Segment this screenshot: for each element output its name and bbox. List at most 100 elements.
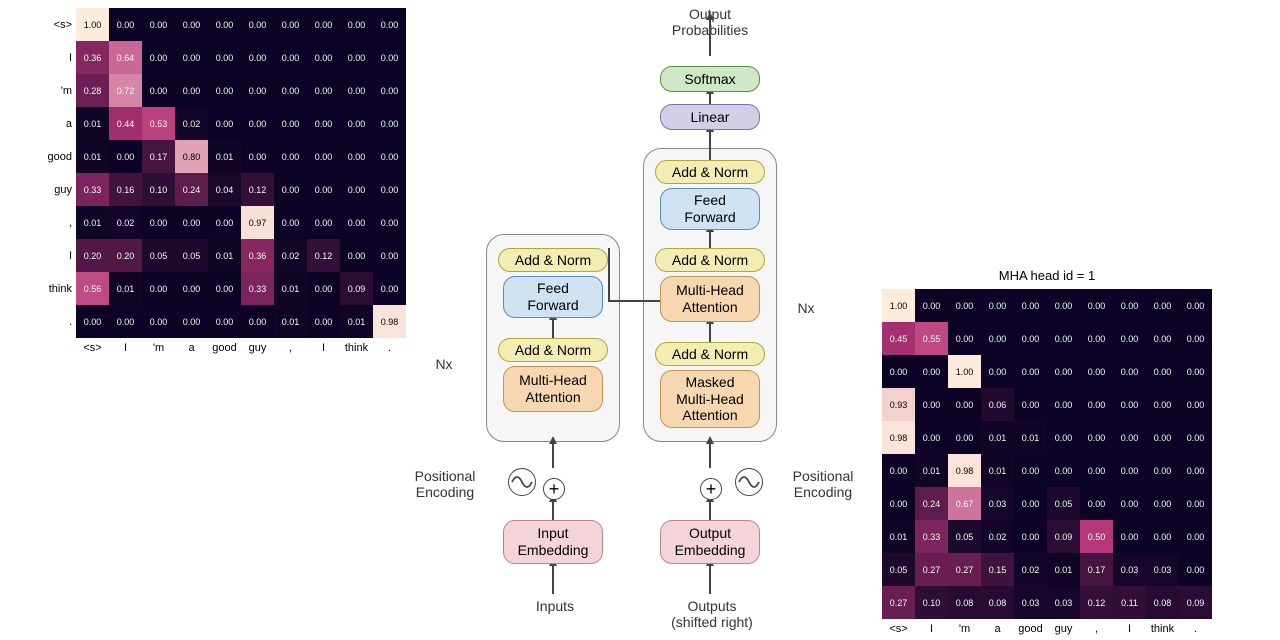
heatmap-cell: 0.00 bbox=[208, 74, 241, 107]
heatmap-cell: 0.02 bbox=[175, 107, 208, 140]
heatmap-cell: 0.02 bbox=[274, 239, 307, 272]
flow-arrow bbox=[709, 564, 711, 594]
heatmap-cell: 0.33 bbox=[76, 173, 109, 206]
heatmap-cell: 0.00 bbox=[175, 41, 208, 74]
heatmap-xlabel: <s> bbox=[882, 619, 915, 637]
heatmap-cell: 0.00 bbox=[307, 140, 340, 173]
heatmap-cell: 0.00 bbox=[1146, 322, 1179, 355]
heatmap-cell: 0.00 bbox=[241, 107, 274, 140]
heatmap-cell: 0.00 bbox=[373, 140, 406, 173]
diagram-side-label: PositionalEncoding bbox=[768, 468, 878, 500]
heatmap-cell: 0.12 bbox=[1080, 586, 1113, 619]
flow-arrow bbox=[709, 230, 711, 248]
heatmap-cell: 0.33 bbox=[241, 272, 274, 305]
heatmap-cell: 0.00 bbox=[1146, 289, 1179, 322]
flow-arrow bbox=[709, 500, 711, 520]
heatmap-cell: 0.05 bbox=[948, 520, 981, 553]
heatmap-cell: 0.00 bbox=[1179, 421, 1212, 454]
heatmap-cell: 0.00 bbox=[307, 173, 340, 206]
heatmap-cell: 0.00 bbox=[175, 74, 208, 107]
heatmap-xlabel: . bbox=[1179, 619, 1212, 637]
diagram-side-label: Nx bbox=[786, 300, 826, 316]
heatmap-cell: 0.00 bbox=[882, 355, 915, 388]
diagram-side-label: Inputs bbox=[500, 598, 610, 614]
heatmap-cell: 0.20 bbox=[76, 239, 109, 272]
heatmap-cell: 0.00 bbox=[175, 206, 208, 239]
heatmap-cell: 0.00 bbox=[1146, 355, 1179, 388]
add-node-icon: + bbox=[543, 478, 565, 500]
heatmap-cell: 0.00 bbox=[1146, 520, 1179, 553]
heatmap-cell: 0.00 bbox=[1080, 388, 1113, 421]
heatmap-cell: 0.00 bbox=[1113, 388, 1146, 421]
heatmap-cell: 0.00 bbox=[1047, 421, 1080, 454]
positional-encoding-icon bbox=[735, 468, 763, 496]
heatmap-cell: 0.00 bbox=[208, 8, 241, 41]
heatmap-cell: 0.00 bbox=[307, 206, 340, 239]
heatmap-cell: 0.00 bbox=[981, 355, 1014, 388]
heatmap-cell: 0.00 bbox=[915, 289, 948, 322]
heatmap-cell: 0.01 bbox=[1014, 421, 1047, 454]
flow-arrow bbox=[552, 500, 554, 520]
heatmap-cell: 0.00 bbox=[175, 305, 208, 338]
diagram-side-label: Outputs(shifted right) bbox=[652, 598, 772, 630]
heatmap-cell: 0.00 bbox=[241, 8, 274, 41]
heatmap-cell: 0.00 bbox=[981, 289, 1014, 322]
heatmap-cell: 0.00 bbox=[1047, 289, 1080, 322]
tf-block-dec-ff: FeedForward bbox=[660, 188, 760, 230]
heatmap-xlabel: a bbox=[981, 619, 1014, 637]
heatmap-cell: 0.00 bbox=[882, 487, 915, 520]
heatmap-cell: 0.93 bbox=[882, 388, 915, 421]
heatmap-cell: 0.00 bbox=[307, 41, 340, 74]
heatmap-cell: 0.01 bbox=[208, 239, 241, 272]
heatmap-cell: 0.00 bbox=[307, 74, 340, 107]
heatmap-cell: 0.00 bbox=[208, 107, 241, 140]
heatmap-cell: 0.00 bbox=[175, 272, 208, 305]
heatmap-cell: 0.00 bbox=[1014, 520, 1047, 553]
heatmap-cell: 0.00 bbox=[915, 421, 948, 454]
attention-heatmap-right: MHA head id = 11.000.000.000.000.000.000… bbox=[882, 268, 1212, 637]
heatmap-cell: 0.00 bbox=[1146, 454, 1179, 487]
heatmap-cell: 0.03 bbox=[981, 487, 1014, 520]
heatmap-cell: 0.00 bbox=[1080, 289, 1113, 322]
tf-block-enc-an1: Add & Norm bbox=[498, 248, 608, 272]
heatmap-cell: 0.03 bbox=[1014, 586, 1047, 619]
heatmap-cell: 0.11 bbox=[1113, 586, 1146, 619]
heatmap-cell: 0.00 bbox=[1047, 388, 1080, 421]
heatmap-cell: 0.33 bbox=[915, 520, 948, 553]
heatmap-cell: 0.00 bbox=[307, 272, 340, 305]
heatmap-cell: 1.00 bbox=[948, 355, 981, 388]
heatmap-cell: 0.00 bbox=[142, 8, 175, 41]
flow-arrow bbox=[552, 318, 554, 338]
heatmap-cell: 0.01 bbox=[274, 305, 307, 338]
heatmap-cell: 0.00 bbox=[208, 272, 241, 305]
heatmap-cell: 0.00 bbox=[142, 305, 175, 338]
heatmap-ylabel: think bbox=[34, 272, 76, 305]
heatmap-xlabel: , bbox=[1080, 619, 1113, 637]
heatmap-cell: 0.72 bbox=[109, 74, 142, 107]
heatmap-cell: 0.00 bbox=[1113, 520, 1146, 553]
cross-attention-connector bbox=[608, 300, 660, 302]
heatmap-cell: 0.00 bbox=[1179, 520, 1212, 553]
heatmap-cell: 0.00 bbox=[208, 206, 241, 239]
heatmap-cell: 0.08 bbox=[981, 586, 1014, 619]
heatmap-cell: 0.00 bbox=[274, 173, 307, 206]
heatmap-cell: 0.00 bbox=[1113, 322, 1146, 355]
heatmap-cell: 0.01 bbox=[208, 140, 241, 173]
heatmap-cell: 0.01 bbox=[915, 454, 948, 487]
heatmap-xlabel: guy bbox=[1047, 619, 1080, 637]
heatmap-title: MHA head id = 1 bbox=[882, 268, 1212, 283]
heatmap-cell: 0.00 bbox=[340, 74, 373, 107]
cross-attention-connector bbox=[608, 248, 610, 302]
heatmap-cell: 0.00 bbox=[948, 322, 981, 355]
heatmap-cell: 0.00 bbox=[1047, 322, 1080, 355]
heatmap-cell: 0.01 bbox=[76, 140, 109, 173]
tf-block-out-emb: OutputEmbedding bbox=[660, 520, 760, 564]
tf-block-dec-an1: Add & Norm bbox=[655, 160, 765, 184]
heatmap-cell: 0.00 bbox=[274, 8, 307, 41]
heatmap-cell: 0.09 bbox=[1179, 586, 1212, 619]
heatmap-cell: 0.00 bbox=[1146, 421, 1179, 454]
heatmap-cell: 0.00 bbox=[1080, 322, 1113, 355]
attention-heatmap-left: <s>1.000.000.000.000.000.000.000.000.000… bbox=[34, 8, 406, 356]
heatmap-cell: 0.10 bbox=[142, 173, 175, 206]
heatmap-cell: 0.00 bbox=[340, 206, 373, 239]
